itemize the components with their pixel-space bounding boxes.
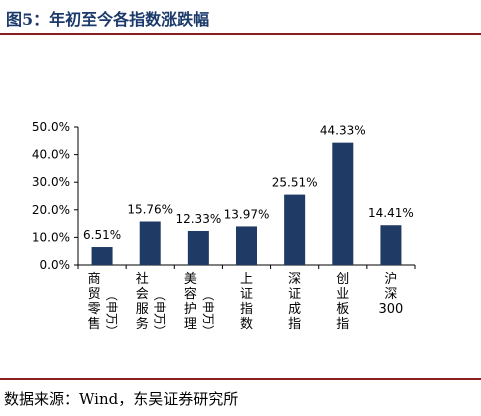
bottom-rule xyxy=(0,378,481,380)
bar xyxy=(139,221,161,265)
data-label: 13.97% xyxy=(224,207,270,221)
data-label: 44.33% xyxy=(320,124,366,138)
bar xyxy=(284,194,306,265)
data-label: 14.41% xyxy=(368,206,414,220)
x-tick-label-part: 深 xyxy=(288,272,301,287)
x-tick-label-part: 指 xyxy=(240,302,253,317)
top-rule xyxy=(0,33,481,35)
x-tick-label-part: 会 xyxy=(136,287,149,302)
bar xyxy=(332,142,354,265)
data-label: 15.76% xyxy=(127,203,173,217)
x-tick-label-part: 指 xyxy=(336,317,349,332)
x-tick-label-sub: （申万） xyxy=(105,289,119,337)
bar xyxy=(236,226,257,265)
x-tick-label-part: 容 xyxy=(184,286,197,302)
x-tick-label-sub: （申万） xyxy=(153,289,167,337)
bar-chart: 0.0%10.0%20.0%30.0%40.0%50.0% 6.51%商贸零售（… xyxy=(32,120,416,337)
x-tick-label-part: 上 xyxy=(240,272,253,287)
x-tick-label-part: 创 xyxy=(336,272,349,287)
y-tick-label: 10.0% xyxy=(32,230,70,244)
x-tick-label-part: 300 xyxy=(379,302,404,317)
x-tick-label-part: 商 xyxy=(88,272,101,287)
x-tick-label-part: 护 xyxy=(184,302,197,317)
data-source: 数据来源：Wind，东吴证券研究所 xyxy=(4,390,239,408)
y-tick-label: 0.0% xyxy=(40,258,71,272)
y-tick-label: 20.0% xyxy=(32,203,70,217)
data-label: 12.33% xyxy=(175,212,221,226)
x-tick-label-part: 业 xyxy=(336,287,349,302)
bar xyxy=(187,230,209,265)
bar xyxy=(380,225,402,265)
y-tick-label: 30.0% xyxy=(32,175,70,189)
x-tick-label-sub: （申万） xyxy=(201,289,215,337)
x-tick-label-part: 深 xyxy=(384,287,397,302)
x-tick-label-part: 社 xyxy=(136,271,149,287)
x-tick-label-part: 美 xyxy=(184,272,197,287)
x-tick-label-part: 理 xyxy=(184,317,197,332)
x-tick-label-part: 成 xyxy=(288,302,301,317)
data-label: 25.51% xyxy=(272,176,318,190)
bar xyxy=(91,247,113,265)
x-tick-label-part: 贸 xyxy=(88,287,101,302)
x-tick-label-part: 板 xyxy=(336,302,349,317)
y-tick-label: 50.0% xyxy=(32,120,70,134)
x-tick-label-part: 务 xyxy=(136,316,149,332)
x-tick-label-part: 服 xyxy=(136,302,149,317)
x-tick-label-part: 零 xyxy=(88,302,101,317)
x-tick-label-part: 证 xyxy=(288,287,301,302)
data-label: 6.51% xyxy=(83,228,121,242)
x-tick-label-part: 沪 xyxy=(384,271,397,287)
x-tick-label-part: 指 xyxy=(288,317,301,332)
x-tick-label-part: 数 xyxy=(240,317,253,332)
chart-title: 图5：年初至今各指数涨跌幅 xyxy=(6,10,210,29)
x-tick-label-part: 售 xyxy=(88,316,101,332)
x-tick-label-part: 证 xyxy=(240,287,253,302)
y-tick-label: 40.0% xyxy=(32,148,70,162)
